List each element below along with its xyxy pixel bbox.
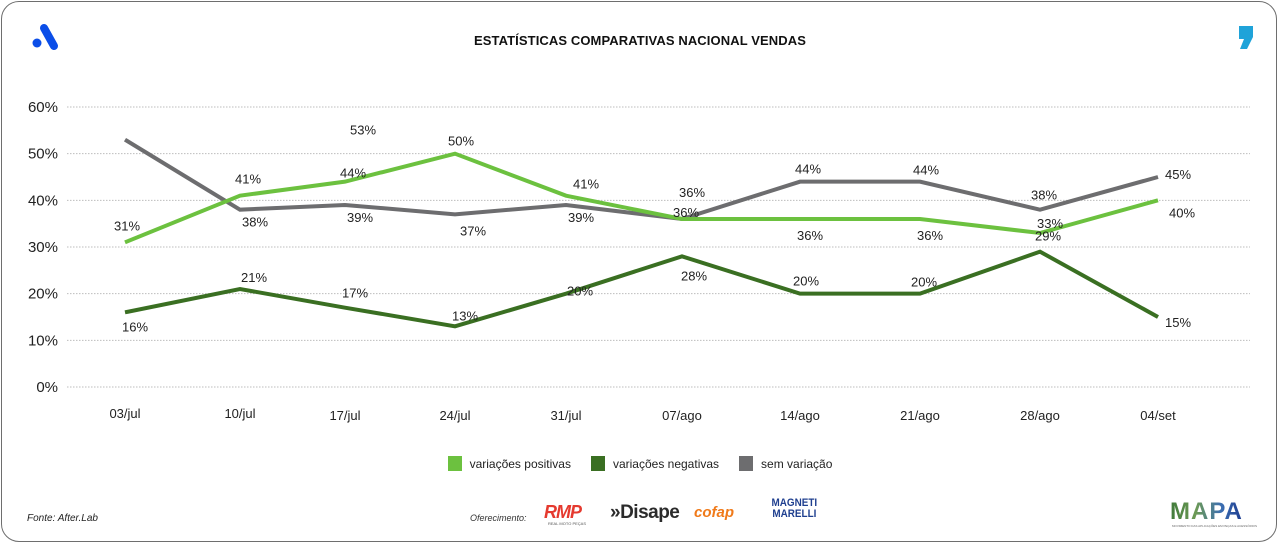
data-label-negative: 21% — [241, 270, 267, 285]
data-label-positive: 44% — [340, 166, 366, 181]
data-label-negative: 28% — [681, 268, 707, 283]
rmp-logo: RMP — [544, 502, 582, 522]
y-tick-label: 10% — [28, 332, 58, 349]
data-label-positive: 36% — [797, 228, 823, 243]
series-line-neutral — [123, 137, 1159, 222]
x-tick-label: 14/ago — [780, 408, 820, 423]
x-tick-label: 21/ago — [900, 408, 940, 423]
x-tick-label: 31/jul — [550, 408, 581, 423]
data-label-negative: 16% — [122, 319, 148, 334]
cofap-logo: cofap — [694, 504, 735, 521]
legend-swatch-positive — [447, 456, 462, 471]
data-label-neutral: 38% — [1031, 188, 1057, 203]
data-label-positive: 40% — [1169, 205, 1195, 220]
data-label-positive: 31% — [114, 218, 140, 233]
data-label-negative: 15% — [1165, 315, 1191, 330]
y-tick-label: 60% — [28, 99, 58, 116]
data-label-neutral: 36% — [679, 185, 705, 200]
y-tick-label: 50% — [28, 146, 58, 163]
y-tick-label: 30% — [28, 239, 58, 256]
data-label-negative: 20% — [567, 284, 593, 299]
data-label-negative: 17% — [342, 286, 368, 301]
x-tick-label: 17/jul — [329, 408, 360, 423]
data-label-positive: 36% — [917, 228, 943, 243]
data-label-positive: 41% — [573, 177, 599, 192]
x-tick-label: 28/ago — [1020, 408, 1060, 423]
magneti-marelli-logo: MAGNETI MARELLI — [772, 498, 818, 520]
legend-label: sem variação — [761, 456, 833, 471]
afterlab-a-logo-icon — [32, 24, 58, 50]
magneti-line: MAGNETI — [771, 497, 818, 509]
mapa-logo: MAPA — [1170, 498, 1243, 525]
legend-item-negative: variações negativas — [590, 456, 720, 471]
sponsor-label: Oferecimento: — [470, 513, 527, 523]
y-tick-label: 0% — [36, 379, 58, 396]
y-tick-label: 20% — [28, 286, 58, 303]
data-label-neutral: 39% — [347, 210, 373, 225]
comma-logo-icon — [1239, 26, 1253, 49]
data-label-neutral: 44% — [913, 163, 939, 178]
x-tick-label: 10/jul — [224, 406, 255, 421]
x-tick-label: 07/ago — [662, 408, 702, 423]
series-line-negative — [124, 249, 1159, 329]
x-tick-label: 03/jul — [109, 406, 140, 421]
legend-item-neutral: sem variação — [739, 456, 832, 471]
data-label-neutral: 45% — [1165, 167, 1191, 182]
data-label-positive: 36% — [673, 205, 699, 220]
legend-label: variações positivas — [469, 456, 571, 471]
data-label-negative: 29% — [1035, 229, 1061, 244]
rmp-logo-subtitle: REAL MOTO PEÇAS — [548, 521, 587, 526]
data-label-negative: 20% — [911, 275, 937, 290]
x-tick-label: 04/set — [1140, 408, 1176, 423]
x-tick-label: 24/jul — [439, 408, 470, 423]
data-label-positive: 50% — [448, 134, 474, 149]
y-tick-label: 40% — [28, 192, 58, 209]
source-note: Fonte: After.Lab — [27, 513, 98, 524]
data-label-positive: 33% — [1037, 216, 1063, 231]
series-line-positive — [124, 151, 1159, 245]
data-label-neutral: 53% — [350, 123, 376, 138]
chart-title: ESTATÍSTICAS COMPARATIVAS NACIONAL VENDA… — [473, 33, 806, 48]
data-label-negative: 20% — [793, 274, 819, 289]
data-label-neutral: 38% — [242, 215, 268, 230]
chart-legend: variações positivas variações negativas … — [0, 456, 1280, 471]
legend-swatch-neutral — [739, 456, 754, 471]
legend-label: variações negativas — [612, 456, 720, 471]
data-label-positive: 41% — [235, 172, 261, 187]
mapa-logo-subtitle: MOVIMENTO DAS APLICAÇÕES EM PEÇAS E ACES… — [1172, 524, 1257, 528]
legend-swatch-negative — [590, 456, 605, 471]
legend-item-positive: variações positivas — [447, 456, 571, 471]
data-label-neutral: 44% — [795, 162, 821, 177]
data-label-negative: 13% — [452, 308, 478, 323]
data-label-neutral: 37% — [460, 223, 486, 238]
disape-logo: »Disape — [610, 502, 680, 523]
data-label-neutral: 39% — [568, 210, 594, 225]
marelli-line: MARELLI — [772, 508, 817, 520]
